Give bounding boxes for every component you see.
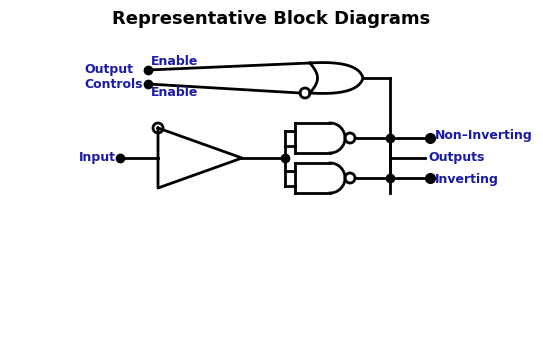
- Text: Enable: Enable: [151, 86, 198, 99]
- Text: Input: Input: [79, 151, 116, 165]
- Text: Representative Block Diagrams: Representative Block Diagrams: [112, 10, 430, 28]
- Text: Enable: Enable: [151, 55, 198, 68]
- Text: Non–Inverting: Non–Inverting: [435, 129, 533, 142]
- Text: Outputs: Outputs: [428, 151, 484, 165]
- Text: Inverting: Inverting: [435, 174, 499, 187]
- Text: Output
Controls: Output Controls: [85, 63, 143, 91]
